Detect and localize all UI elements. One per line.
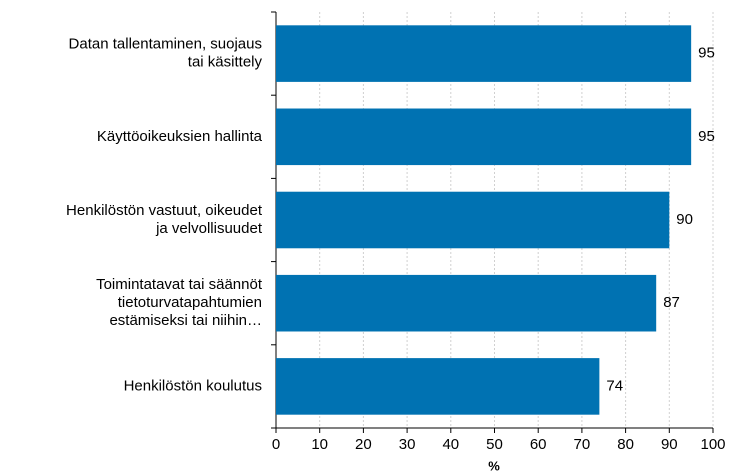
y-tick-label: Toimintatavat tai säännöt tietoturvatapah… (96, 276, 263, 329)
y-tick-label: Käyttöoikeuksien hallinta (97, 128, 263, 145)
y-tick-label: Datan tallentaminen, suojaus tai käsittel… (69, 36, 263, 71)
value-label: 95 (698, 128, 715, 145)
x-tick-label: 0 (272, 436, 280, 453)
x-tick-label: 50 (486, 436, 503, 453)
x-tick-label: 10 (311, 436, 328, 453)
y-tick-label: Henkilöstön koulutus (124, 377, 262, 394)
value-label: 87 (663, 294, 680, 311)
value-label: 90 (676, 211, 693, 228)
x-tick-label: 30 (399, 436, 416, 453)
x-axis-label: % (488, 458, 500, 473)
value-label: 95 (698, 45, 715, 62)
bar (276, 191, 670, 249)
y-tick-label: Henkilöstön vastuut, oikeudet ja velvolli… (66, 202, 263, 237)
value-label: 74 (606, 377, 623, 394)
x-tick-label: 70 (574, 436, 591, 453)
x-tick-label: 60 (530, 436, 547, 453)
x-tick-label: 40 (442, 436, 459, 453)
bar (276, 274, 657, 332)
x-tick-label: 80 (617, 436, 634, 453)
x-tick-label: 100 (700, 436, 725, 453)
bar (276, 108, 692, 166)
bar (276, 25, 692, 82)
bar (276, 358, 600, 415)
x-tick-label: 20 (355, 436, 372, 453)
x-tick-label: 90 (661, 436, 678, 453)
